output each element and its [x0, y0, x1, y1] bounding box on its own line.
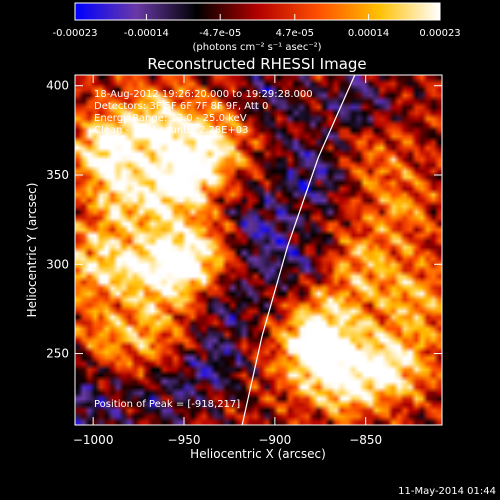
y-axis-label: Heliocentric Y (arcsec): [25, 183, 39, 318]
colorbar-tick-label: -0.00014: [124, 28, 169, 39]
heatmap-image: [75, 75, 442, 425]
annotation-energy: Energy Range: 12.0 - 25.0 keV: [94, 113, 247, 124]
x-axis-ticks: −1000 −950 −900 −850: [73, 75, 382, 447]
y-axis-ticks: 250 300 350 400: [46, 79, 442, 361]
y-tick-label: 400: [46, 79, 69, 93]
x-tick-label: −1000: [73, 433, 114, 447]
colorbar-gradient: [75, 3, 440, 20]
annotation-detectors: Detectors: 3F 5F 6F 7F 8F 9F, Att 0: [94, 101, 268, 112]
y-tick-label: 350: [46, 168, 69, 182]
x-tick-label: −950: [168, 433, 201, 447]
colorbar-tick-label: -0.00023: [53, 28, 98, 39]
chart-title: Reconstructed RHESSI Image: [147, 55, 366, 73]
x-tick-label: −850: [349, 433, 382, 447]
annotation-peak-position: Position of Peak = [-918,217]: [94, 399, 240, 410]
y-tick-label: 300: [46, 257, 69, 271]
colorbar-ticks: -0.00023 -0.00014 -4.7e-05 4.7e-05 0.00014 0.…: [53, 14, 461, 39]
colorbar: -0.00023 -0.00014 -4.7e-05 4.7e-05 0.00014 0.…: [53, 2, 461, 53]
y-tick-label: 250: [46, 347, 69, 361]
timestamp: 11-May-2014 01:44: [398, 486, 496, 497]
annotation-clean: Clean - Total counts: 2.28E+03: [94, 125, 249, 136]
plot-frame: [74, 74, 443, 426]
colorbar-tick-label: 0.00014: [348, 28, 389, 39]
annotation-time-range: 18-Aug-2012 19:26:20.000 to 19:29:28.000: [94, 89, 313, 100]
colorbar-tick-label: -4.7e-05: [199, 28, 241, 39]
colorbar-units: (photons cm⁻² s⁻¹ asec⁻²): [192, 42, 321, 53]
colorbar-tick-label: 0.00023: [419, 28, 460, 39]
x-tick-label: −900: [258, 433, 291, 447]
annotations: 18-Aug-2012 19:26:20.000 to 19:29:28.000…: [94, 89, 313, 410]
x-axis-label: Heliocentric X (arcsec): [190, 447, 326, 461]
colorbar-tick-label: 4.7e-05: [276, 28, 314, 39]
solar-limb: [241, 74, 356, 426]
colorbar-frame: [74, 2, 441, 21]
